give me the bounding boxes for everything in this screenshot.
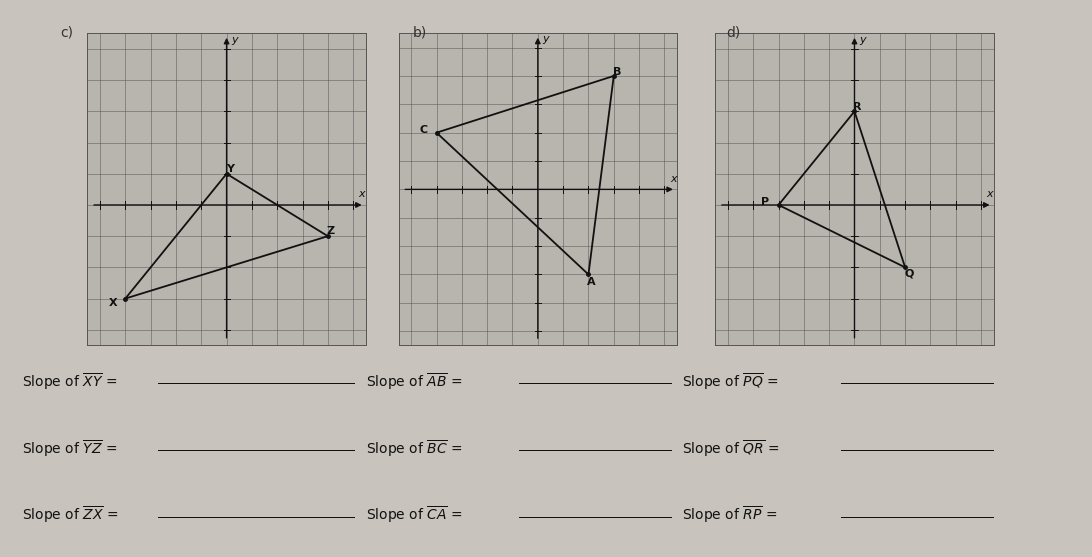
Text: b): b) xyxy=(413,25,427,39)
Text: x: x xyxy=(986,189,994,199)
Text: Slope of $\overline{QR}$ =: Slope of $\overline{QR}$ = xyxy=(682,438,781,458)
Text: A: A xyxy=(587,276,596,286)
Text: Z: Z xyxy=(327,227,335,237)
Text: x: x xyxy=(358,189,366,199)
Text: B: B xyxy=(613,67,621,77)
Text: Slope of $\overline{AB}$ =: Slope of $\overline{AB}$ = xyxy=(366,372,462,392)
Text: y: y xyxy=(859,35,866,45)
Text: Slope of $\overline{RP}$ =: Slope of $\overline{RP}$ = xyxy=(682,505,778,525)
Text: x: x xyxy=(669,174,677,184)
Text: Slope of $\overline{YZ}$ =: Slope of $\overline{YZ}$ = xyxy=(22,438,117,458)
Text: d): d) xyxy=(726,25,740,39)
Text: y: y xyxy=(232,35,238,45)
Text: Slope of $\overline{CA}$ =: Slope of $\overline{CA}$ = xyxy=(366,505,462,525)
Text: Slope of $\overline{PQ}$ =: Slope of $\overline{PQ}$ = xyxy=(682,372,779,392)
Text: Q: Q xyxy=(904,268,914,278)
Text: C: C xyxy=(419,125,428,135)
Text: c): c) xyxy=(60,25,73,39)
Text: Slope of $\overline{ZX}$ =: Slope of $\overline{ZX}$ = xyxy=(22,505,118,525)
Text: Slope of $\overline{BC}$ =: Slope of $\overline{BC}$ = xyxy=(366,438,462,458)
Text: Slope of $\overline{XY}$ =: Slope of $\overline{XY}$ = xyxy=(22,372,117,392)
Text: P: P xyxy=(760,197,769,207)
Text: R: R xyxy=(853,102,862,112)
Text: y: y xyxy=(543,34,549,44)
Text: Y: Y xyxy=(226,164,235,174)
Text: X: X xyxy=(108,298,117,308)
